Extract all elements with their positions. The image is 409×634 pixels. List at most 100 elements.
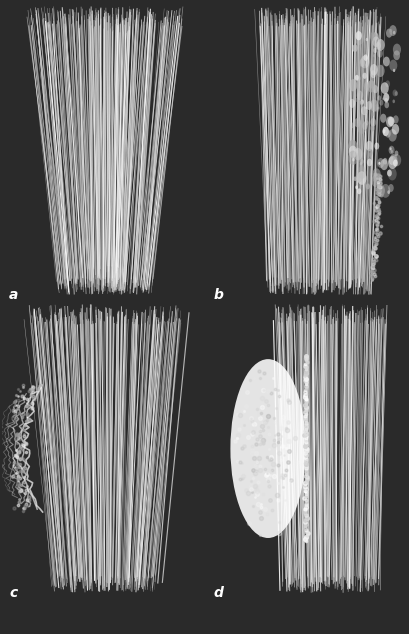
Point <box>248 413 254 424</box>
Circle shape <box>384 98 388 103</box>
Circle shape <box>369 80 374 89</box>
Point <box>371 271 378 281</box>
Circle shape <box>381 82 389 94</box>
Point <box>301 534 308 544</box>
Point <box>32 392 38 402</box>
Point <box>252 481 258 491</box>
Point <box>265 399 271 410</box>
Circle shape <box>373 36 380 47</box>
Circle shape <box>362 122 367 130</box>
Circle shape <box>350 122 354 128</box>
Point <box>302 484 309 494</box>
Point <box>303 422 310 432</box>
Point <box>248 476 255 486</box>
Point <box>256 453 263 463</box>
Point <box>16 444 23 454</box>
Point <box>250 427 257 437</box>
Point <box>300 430 307 440</box>
Point <box>240 420 247 430</box>
Point <box>13 390 20 400</box>
Point <box>266 470 273 480</box>
Point <box>302 392 308 403</box>
Point <box>11 397 18 407</box>
Point <box>302 385 308 395</box>
Point <box>303 366 310 376</box>
Point <box>261 385 267 395</box>
Point <box>263 396 269 406</box>
Point <box>16 446 23 456</box>
Point <box>370 264 377 275</box>
Point <box>250 465 256 475</box>
Circle shape <box>367 149 373 157</box>
Circle shape <box>367 81 375 93</box>
Point <box>16 496 22 507</box>
Point <box>371 243 378 253</box>
Point <box>376 186 382 197</box>
Point <box>253 448 259 458</box>
Point <box>234 456 240 466</box>
Point <box>262 417 268 427</box>
Point <box>375 208 382 218</box>
Circle shape <box>370 64 378 75</box>
Circle shape <box>348 146 357 158</box>
Point <box>253 439 260 450</box>
Point <box>20 380 27 390</box>
Point <box>303 536 310 546</box>
Circle shape <box>393 160 398 167</box>
Point <box>303 532 310 542</box>
Point <box>16 454 23 464</box>
Circle shape <box>386 29 392 37</box>
Point <box>17 473 24 483</box>
Point <box>369 274 375 284</box>
Circle shape <box>393 31 396 34</box>
Circle shape <box>377 49 383 58</box>
Circle shape <box>357 75 361 81</box>
Point <box>279 411 286 422</box>
Point <box>302 506 309 516</box>
Text: a: a <box>9 288 18 302</box>
Point <box>22 439 29 449</box>
Point <box>303 530 310 540</box>
Point <box>303 389 309 399</box>
Point <box>375 177 381 187</box>
Point <box>19 411 25 422</box>
Point <box>302 458 309 468</box>
Point <box>372 250 378 260</box>
Point <box>263 415 270 425</box>
Point <box>20 439 27 450</box>
Point <box>15 459 21 469</box>
Point <box>302 508 309 518</box>
Circle shape <box>373 54 376 58</box>
Circle shape <box>388 167 397 181</box>
Circle shape <box>357 120 366 134</box>
Point <box>12 406 18 417</box>
Point <box>267 455 274 465</box>
Point <box>22 500 28 510</box>
Circle shape <box>355 75 359 81</box>
Point <box>302 391 308 401</box>
Circle shape <box>360 162 362 165</box>
Point <box>268 505 275 515</box>
Point <box>257 514 264 524</box>
Point <box>248 481 255 491</box>
Point <box>257 430 263 441</box>
Point <box>373 230 380 240</box>
Point <box>372 232 379 242</box>
Circle shape <box>381 184 390 198</box>
Circle shape <box>353 148 362 160</box>
Point <box>15 474 22 484</box>
Point <box>15 483 21 493</box>
Point <box>369 262 375 272</box>
Point <box>245 369 252 379</box>
Point <box>374 188 380 198</box>
Circle shape <box>388 156 397 169</box>
Point <box>24 401 30 411</box>
Point <box>16 446 22 456</box>
Point <box>374 231 381 241</box>
Point <box>18 481 25 491</box>
Point <box>241 441 247 451</box>
Point <box>245 488 252 498</box>
Circle shape <box>366 38 368 41</box>
Point <box>14 395 21 405</box>
Point <box>278 472 285 482</box>
